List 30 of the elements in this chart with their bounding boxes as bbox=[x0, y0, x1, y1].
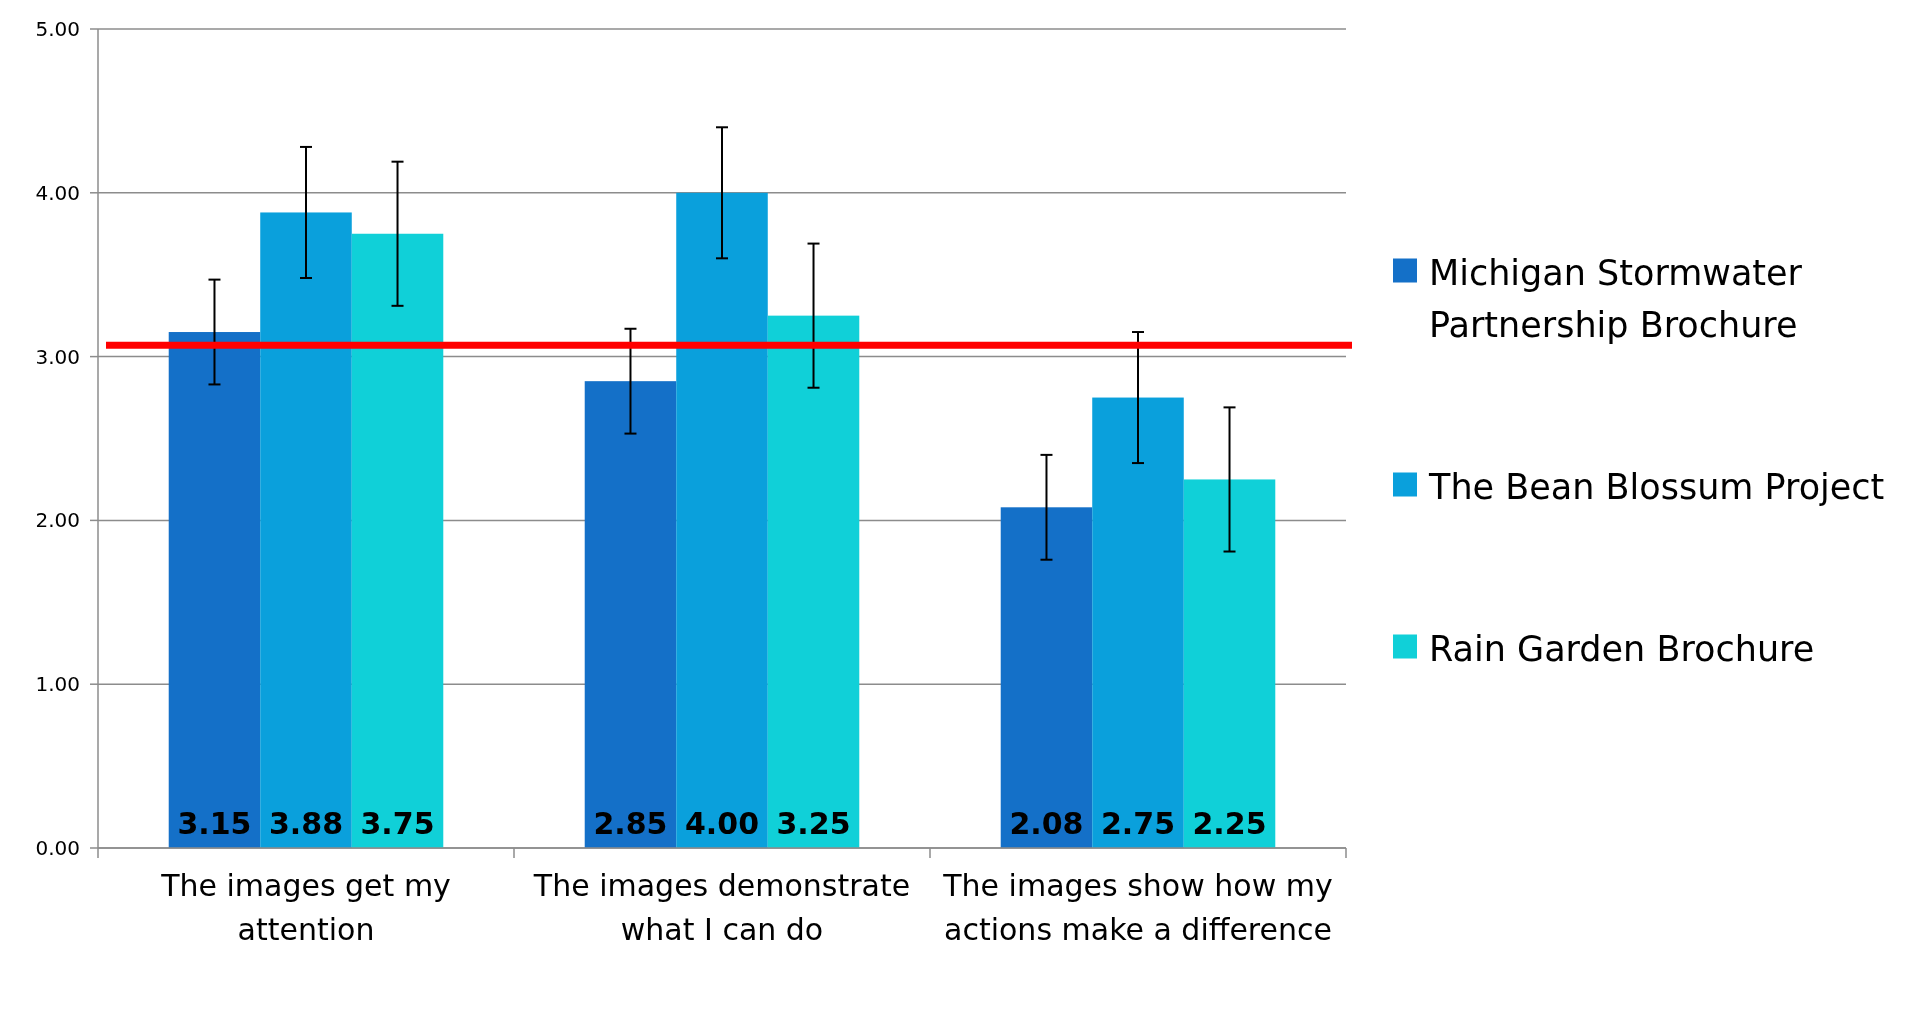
y-tick-label: 4.00 bbox=[35, 180, 80, 205]
bar bbox=[1000, 507, 1093, 848]
data-label: 3.15 bbox=[177, 806, 252, 841]
data-label: 3.75 bbox=[360, 806, 435, 841]
bar bbox=[1092, 397, 1184, 848]
bar bbox=[676, 192, 768, 848]
legend-label: Michigan Stormwater Partnership Brochure bbox=[1429, 252, 1803, 345]
data-label: 2.85 bbox=[593, 806, 668, 841]
data-label: 3.25 bbox=[776, 806, 851, 841]
y-tick-label: 1.00 bbox=[35, 672, 80, 697]
y-tick-label: 3.00 bbox=[35, 344, 80, 369]
data-label: 2.08 bbox=[1009, 806, 1084, 841]
legend-label: Rain Garden Brochure bbox=[1429, 628, 1815, 669]
bar bbox=[168, 332, 261, 848]
x-tick-label: The images get my attention bbox=[160, 868, 451, 947]
bar bbox=[351, 233, 444, 848]
bar bbox=[767, 315, 860, 848]
data-label: 4.00 bbox=[684, 806, 760, 841]
y-tick-label: 0.00 bbox=[35, 836, 80, 860]
y-tick-label: 2.00 bbox=[35, 508, 80, 533]
legend-label: The Bean Blossum Project bbox=[1428, 466, 1885, 507]
data-label: 3.88 bbox=[268, 806, 344, 841]
bar bbox=[584, 381, 677, 848]
data-label: 2.75 bbox=[1100, 806, 1176, 841]
x-tick-label: The images demonstrate what I can do bbox=[532, 868, 911, 947]
bar bbox=[260, 212, 352, 848]
x-tick-label: The images show how my actions make a difference bbox=[942, 868, 1333, 947]
data-label: 2.25 bbox=[1192, 806, 1267, 841]
bar bbox=[1183, 479, 1276, 848]
y-tick-label: 5.00 bbox=[35, 17, 80, 41]
